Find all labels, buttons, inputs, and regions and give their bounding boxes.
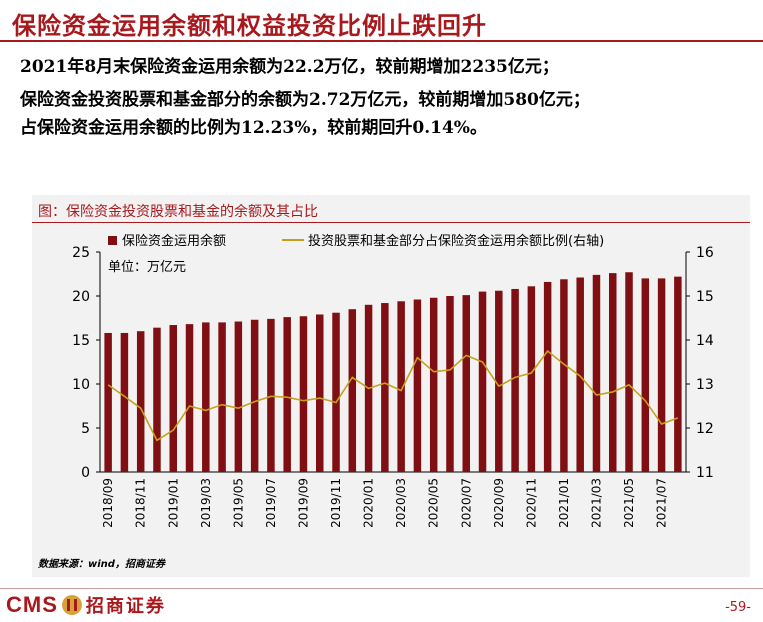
bar-2019/03 [202, 322, 210, 472]
bar-2019/09 [299, 316, 308, 472]
x-tick-label: 2020/03 [394, 478, 408, 528]
bar-2019/04 [218, 322, 226, 472]
x-tick-label: 2018/09 [101, 478, 115, 528]
chart-title-divider [32, 222, 750, 223]
x-tick-label: 2019/07 [264, 478, 278, 528]
bar-2021/02 [576, 277, 584, 472]
bar-2019/08 [283, 317, 291, 472]
bar-2019/01 [169, 325, 177, 472]
bar-2019/02 [185, 324, 194, 472]
brand-logo: CMS 招商证券 [6, 592, 166, 618]
bar-2020/09 [495, 290, 503, 472]
y-right-tick-label: 14 [696, 333, 714, 349]
bar-2018/11 [136, 331, 145, 472]
x-tick-label: 2020/07 [459, 478, 473, 528]
x-tick-label: 2019/11 [329, 478, 343, 528]
x-tick-label: 2018/11 [134, 478, 148, 528]
legend-line-label: 投资股票和基金部分占保险资金运用余额比例(右轴) [308, 233, 604, 249]
data-source: 数据来源：wind，招商证券 [38, 559, 165, 570]
bar-2019/07 [267, 318, 275, 472]
y-right-tick-label: 12 [696, 421, 714, 437]
y-right-tick-label: 16 [696, 245, 714, 261]
bar-2018/09 [104, 332, 112, 472]
y-right-tick-label: 11 [696, 465, 714, 481]
bar-2021/01 [560, 279, 568, 472]
page-number: -59- [725, 600, 751, 615]
bar-2021/05 [625, 272, 633, 472]
bar-2019/06 [250, 319, 259, 472]
bar-2020/10 [511, 288, 519, 472]
bar-2020/06 [446, 296, 454, 472]
ratio-line [107, 349, 679, 442]
bar-2020/11 [527, 286, 536, 472]
x-tick-label: 2020/09 [492, 478, 506, 528]
x-tick-label: 2020/05 [427, 478, 441, 528]
x-tick-label: 2020/11 [524, 478, 538, 528]
y-left-tick-label: 10 [72, 377, 90, 393]
bar-2020/12 [543, 281, 552, 472]
summary-line-2: 保险资金投资股票和基金部分的余额为2.72万亿元，较前期增加580亿元； [20, 90, 590, 110]
bar-2021/08 [674, 276, 682, 472]
summary-line-3: 占保险资金运用余额的比例为12.23%，较前期回升0.14%。 [20, 118, 487, 138]
x-tick-label: 2021/03 [589, 478, 603, 528]
bar-2020/04 [413, 299, 422, 472]
x-tick-label: 2019/03 [199, 478, 213, 528]
bar-2019/11 [332, 312, 340, 472]
bar-2020/02 [381, 303, 389, 472]
bar-2020/05 [429, 297, 438, 472]
x-tick-label: 2021/07 [655, 478, 669, 528]
bar-2019/12 [348, 309, 357, 472]
y-left-tick-label: 15 [72, 333, 90, 349]
legend-bar-label: 保险资金运用余额 [122, 233, 226, 249]
brand-emblem-icon [61, 595, 82, 615]
x-tick-label: 2021/01 [557, 478, 571, 528]
bar-2018/12 [153, 327, 161, 472]
x-tick-label: 2019/09 [296, 478, 310, 528]
bar-2020/03 [397, 301, 405, 472]
bar-2020/07 [462, 295, 470, 472]
bar-2019/10 [316, 314, 324, 472]
y-left-tick-label: 5 [81, 421, 90, 437]
y-right-tick-label: 15 [696, 289, 714, 305]
y-left-tick-label: 0 [81, 465, 90, 481]
y-left-tick-label: 25 [72, 245, 90, 261]
x-tick-label: 2020/01 [362, 478, 376, 528]
unit-label: 单位：万亿元 [108, 260, 186, 275]
bar-2021/04 [609, 273, 617, 472]
bar-2020/08 [478, 291, 487, 472]
bar-2019/05 [234, 321, 243, 472]
x-tick-label: 2021/05 [622, 478, 636, 528]
summary-line-1: 2021年8月末保险资金运用余额为22.2万亿，较前期增加2235亿元； [20, 57, 559, 77]
x-tick-label: 2019/05 [231, 478, 245, 528]
bar-2021/07 [657, 278, 666, 472]
page-title: 保险资金运用余额和权益投资比例止跌回升 [12, 12, 487, 40]
bar-2018/10 [120, 332, 129, 472]
title-divider [0, 40, 763, 42]
legend-bar-swatch [108, 236, 117, 245]
brand-cn: 招商证券 [85, 596, 166, 617]
footer-divider [0, 588, 763, 589]
y-right-tick-label: 13 [696, 377, 714, 393]
bar-2021/06 [641, 278, 650, 472]
x-tick-label: 2019/01 [166, 478, 180, 528]
y-left-tick-label: 20 [72, 289, 90, 305]
brand-en: CMS [6, 592, 58, 617]
chart-title: 图：保险资金投资股票和基金的余额及其占比 [38, 204, 318, 220]
bar-2021/03 [592, 274, 601, 472]
